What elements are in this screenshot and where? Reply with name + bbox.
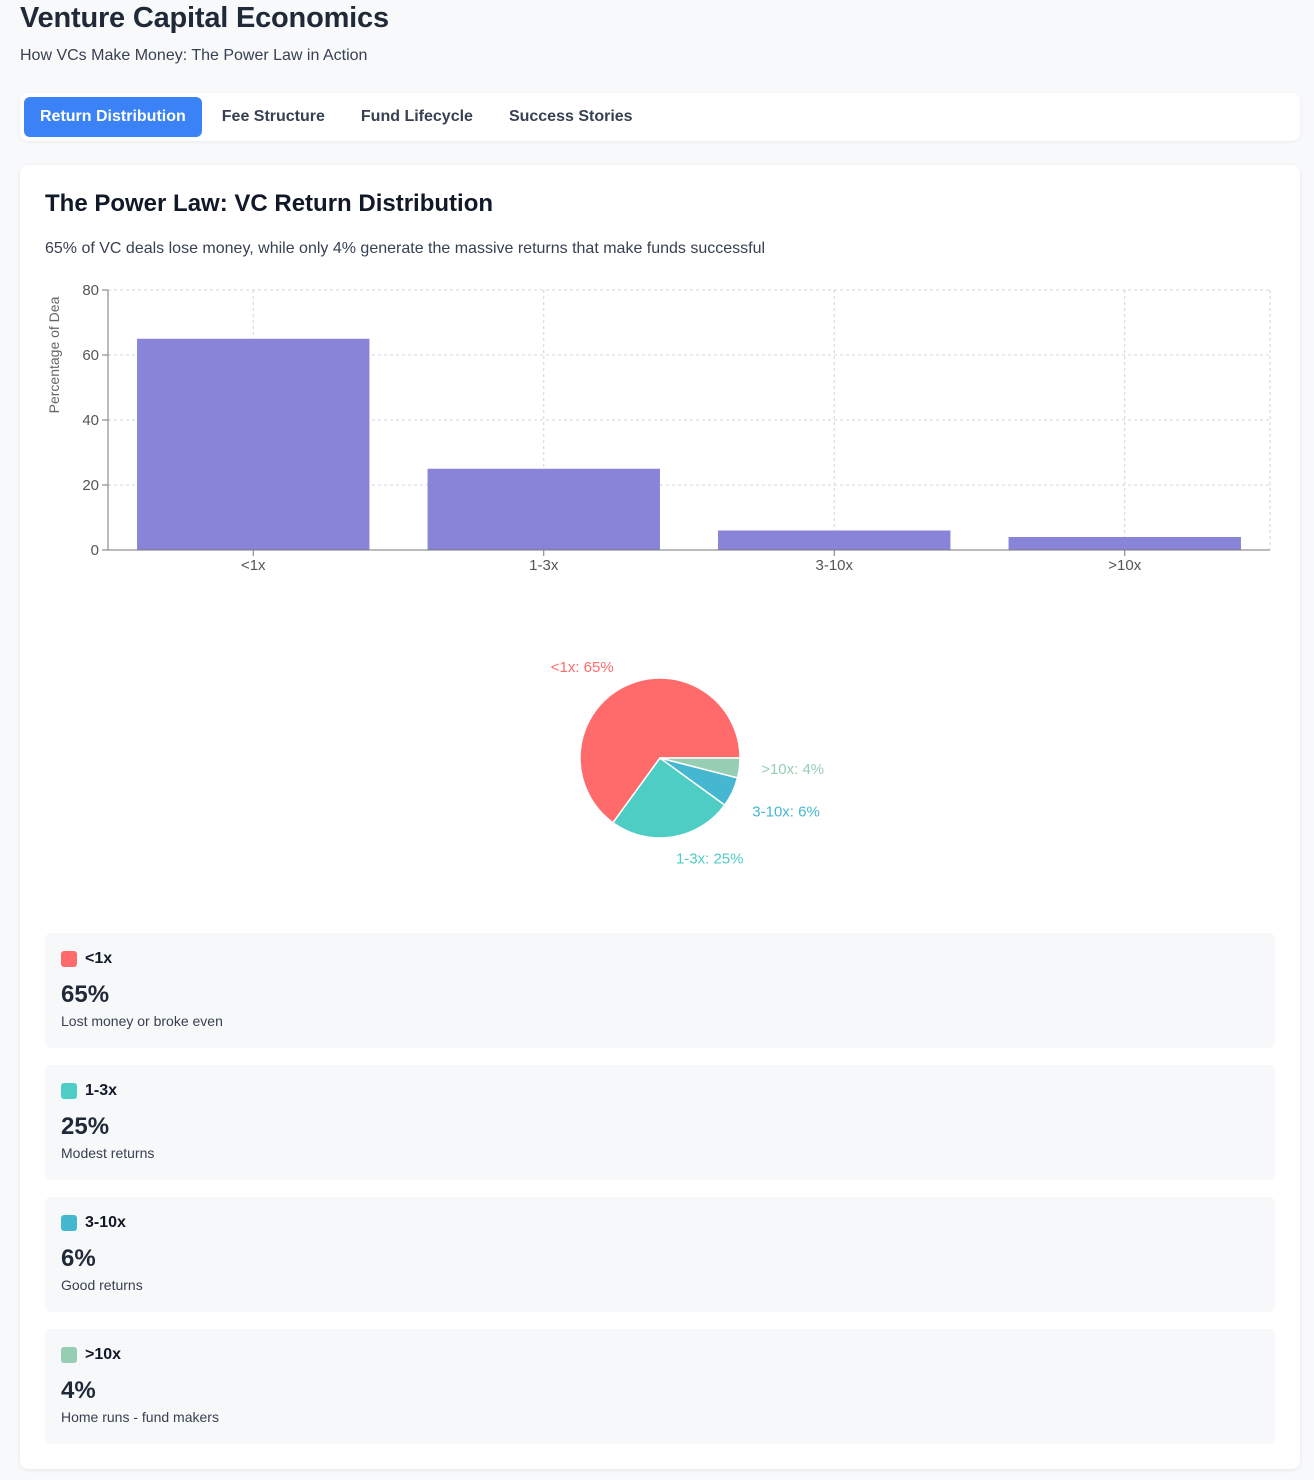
pie-chart: <1x: 65% 1-3x: 25% 3-10x: 6% >10x: 4% [551, 659, 824, 868]
color-swatch [61, 1347, 77, 1363]
pie-label-3-10x: 3-10x: 6% [752, 803, 820, 820]
y-tick-label: 40 [82, 412, 99, 429]
pie-slice-<1x [579, 677, 741, 824]
bar-<1x [137, 338, 370, 550]
x-tick-label: 3-10x [815, 557, 853, 574]
stat-percent: 25% [61, 1113, 110, 1140]
stat-card-1-3x: 1-3x 25% Modest returns [45, 1065, 1275, 1180]
stat-card-lt1x: <1x 65% Lost money or broke even [45, 933, 1275, 1048]
stat-card-3-10x: 3-10x 6% Good returns [45, 1197, 1275, 1312]
stat-range: 1-3x [85, 1082, 118, 1099]
y-axis-label: Percentage of Dea [46, 296, 62, 413]
stat-percent: 4% [61, 1377, 96, 1404]
pie-label-1-3x: 1-3x: 25% [676, 851, 744, 868]
section-description: 65% of VC deals lose money, while only 4… [45, 240, 766, 257]
pie-label->10x: >10x: 4% [761, 761, 824, 778]
tab-fee-structure[interactable]: Fee Structure [221, 108, 325, 125]
y-tick-label: 60 [82, 347, 99, 364]
y-tick-label: 0 [91, 542, 99, 559]
stat-description: Home runs - fund makers [61, 1409, 219, 1425]
pie-slice-1-3x [611, 756, 726, 839]
bar->10x [1008, 537, 1241, 550]
x-tick-label: <1x [241, 557, 266, 574]
stat-percent: 65% [61, 981, 110, 1008]
x-tick-label: 1-3x [529, 557, 559, 574]
stat-description: Good returns [61, 1277, 143, 1293]
return-distribution-panel: The Power Law: VC Return Distribution 65… [20, 165, 1300, 1469]
color-swatch [61, 1215, 77, 1231]
y-tick-label: 20 [82, 477, 99, 494]
bar-chart: 0 20 40 60 80 <1x 1-3x 3-10x >10x Percentage of D… [46, 282, 1271, 574]
x-tick-label: >10x [1108, 557, 1141, 574]
pie-slice->10x [659, 757, 741, 779]
color-swatch [61, 1083, 77, 1099]
pie-label-<1x: <1x: 65% [551, 659, 614, 676]
color-swatch [61, 951, 77, 967]
tab-fund-lifecycle[interactable]: Fund Lifecycle [360, 108, 473, 125]
stat-description: Modest returns [61, 1145, 155, 1161]
bar-3-10x [718, 530, 951, 550]
stat-range: 3-10x [85, 1214, 126, 1231]
stat-range: <1x [85, 950, 113, 967]
y-tick-label: 80 [82, 282, 99, 299]
tab-bar: Return Distribution Fee Structure Fund L… [20, 93, 1300, 141]
stat-description: Lost money or broke even [61, 1013, 223, 1029]
stat-card-gt10x: >10x 4% Home runs - fund makers [45, 1329, 1275, 1444]
app-title: Venture Capital Economics [20, 2, 389, 34]
app-subtitle: How VCs Make Money: The Power Law in Act… [20, 47, 368, 64]
section-title: The Power Law: VC Return Distribution [45, 190, 494, 217]
tab-return-distribution[interactable]: Return Distribution [24, 97, 202, 137]
bar-1-3x [427, 468, 660, 550]
stat-range: >10x [85, 1346, 122, 1363]
stat-percent: 6% [61, 1245, 96, 1272]
tab-success-stories[interactable]: Success Stories [508, 108, 633, 125]
